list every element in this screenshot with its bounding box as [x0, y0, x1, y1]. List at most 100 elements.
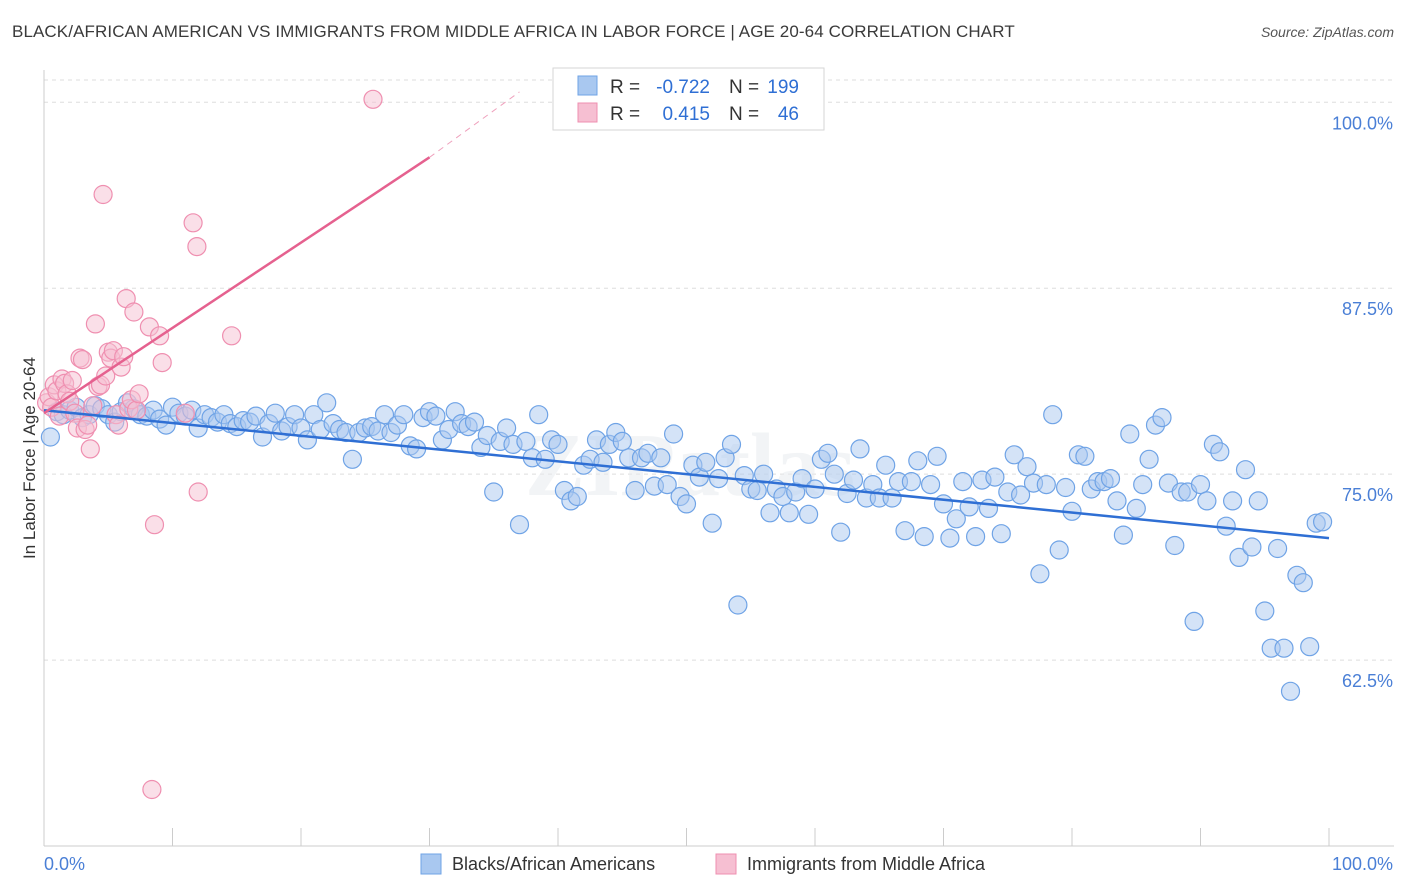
point-blue-191	[1267, 538, 1288, 559]
point-blue-167	[1113, 525, 1134, 545]
point-blue-150	[1004, 445, 1024, 465]
stats-swatch-pink	[577, 102, 598, 123]
legend-label-blue: Blacks/African Americans	[452, 854, 655, 874]
point-blue-178	[1184, 611, 1204, 632]
point-pink-46	[222, 326, 242, 346]
point-blue-134	[901, 472, 922, 492]
point-pink-17	[80, 439, 100, 459]
point-blue-142	[953, 472, 973, 492]
point-blue-193	[1280, 681, 1301, 701]
stats-n-label-blue: N =	[729, 77, 759, 98]
point-blue-165	[1100, 469, 1121, 489]
point-pink-36	[129, 384, 149, 404]
point-blue-131	[882, 488, 902, 508]
stats-r-label-pink: R =	[610, 104, 640, 125]
point-pink-42	[175, 403, 195, 423]
point-blue-95	[651, 448, 671, 468]
y-tick-label-2: 87.5%	[1342, 299, 1393, 319]
point-blue-185	[1229, 547, 1249, 568]
point-blue-115	[779, 503, 799, 523]
point-blue-152	[1017, 457, 1037, 477]
legend: Blacks/African Americans Immigrants from…	[420, 853, 986, 875]
stats-r-label-blue: R =	[610, 77, 640, 98]
y-axis-title: In Labor Force | Age 20-64	[20, 357, 39, 559]
legend-swatch-blue	[420, 853, 442, 875]
point-blue-110	[747, 480, 767, 501]
y-tick-label-0: 62.5%	[1342, 671, 1393, 691]
point-blue-71	[497, 418, 517, 438]
stats-r-value-pink: 0.415	[662, 104, 710, 125]
point-blue-47	[342, 449, 362, 469]
point-blue-122	[824, 464, 844, 484]
point-blue-97	[663, 424, 684, 444]
point-blue-169	[1126, 498, 1146, 518]
point-blue-171	[1139, 449, 1159, 469]
point-blue-55	[394, 405, 414, 425]
point-blue-99	[676, 494, 697, 514]
point-blue-166	[1107, 491, 1127, 511]
point-blue-119	[805, 479, 825, 499]
stats-r-value-blue: -0.722	[656, 77, 710, 98]
point-blue-186	[1235, 460, 1256, 480]
point-blue-18	[156, 415, 176, 435]
point-blue-35	[265, 403, 285, 423]
point-blue-73	[509, 515, 530, 535]
point-pink-14	[72, 350, 93, 370]
y-tick-labels: 62.5% 75.0% 87.5% 100.0%	[1332, 113, 1393, 691]
point-pink-16	[78, 415, 98, 435]
x-tick-label-min: 0.0%	[44, 854, 85, 874]
point-blue-126	[850, 439, 870, 459]
point-pink-30	[114, 347, 134, 367]
point-blue-96	[657, 475, 677, 495]
point-blue-139	[933, 494, 954, 514]
point-blue-138	[927, 446, 947, 466]
point-blue-137	[920, 475, 941, 495]
point-blue-74	[516, 431, 536, 451]
point-blue-161	[1075, 446, 1095, 466]
series-immigrants-middle-africa	[36, 89, 383, 800]
point-blue-106	[721, 434, 742, 454]
point-pink-44	[187, 237, 207, 257]
point-blue-140	[940, 528, 960, 548]
legend-label-pink: Immigrants from Middle Africa	[747, 854, 986, 874]
point-blue-79	[548, 434, 568, 454]
point-blue-147	[985, 467, 1005, 487]
point-blue-144	[965, 526, 986, 547]
point-blue-179	[1190, 475, 1211, 495]
point-blue-69	[484, 482, 504, 502]
point-pink-22	[93, 184, 113, 205]
point-pink-34	[124, 302, 144, 322]
y-tick-label-3: 100.0%	[1332, 113, 1393, 133]
point-blue-103	[702, 513, 722, 533]
stats-n-value-pink: 46	[778, 104, 799, 125]
point-pink-19	[85, 314, 106, 334]
point-blue-102	[696, 452, 716, 472]
point-blue-173	[1152, 408, 1172, 428]
x-tick-label-max: 100.0%	[1332, 854, 1393, 874]
point-blue-76	[529, 405, 549, 425]
point-blue-135	[908, 451, 928, 471]
point-pink-47	[363, 89, 383, 109]
point-blue-146	[978, 498, 999, 518]
point-blue-195	[1293, 573, 1313, 593]
stats-box-frame	[552, 67, 825, 131]
x-ticks	[43, 828, 1330, 846]
stats-n-value-blue: 199	[767, 77, 799, 98]
stats-box: R = -0.722 N = 199 R = 0.415 N = 46	[552, 67, 825, 131]
point-blue-168	[1120, 424, 1140, 444]
point-blue-158	[1055, 477, 1076, 498]
point-blue-125	[843, 470, 864, 490]
point-blue-156	[1043, 405, 1063, 425]
legend-swatch-pink	[715, 853, 737, 875]
point-pink-28	[108, 415, 129, 435]
trend-line-blue	[43, 408, 1330, 540]
point-blue-121	[818, 443, 838, 463]
point-blue-155	[1036, 475, 1056, 495]
point-blue-112	[760, 503, 780, 523]
point-blue-91	[625, 480, 645, 501]
point-blue-107	[728, 595, 748, 615]
point-blue-182	[1210, 442, 1230, 462]
point-pink-45	[188, 482, 208, 502]
stats-n-label-pink: N =	[729, 104, 759, 125]
